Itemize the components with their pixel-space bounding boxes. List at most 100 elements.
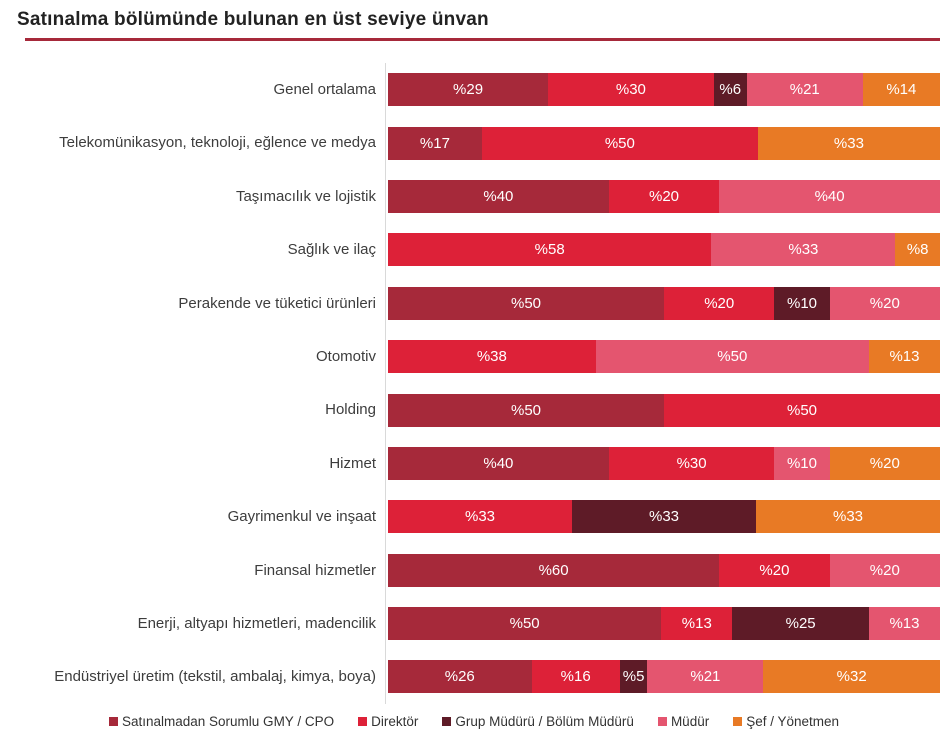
- page-title: Satınalma bölümünde bulunan en üst seviy…: [17, 9, 489, 30]
- segment-value-label: %50: [510, 294, 542, 312]
- bar-segment: %17: [388, 126, 482, 160]
- category-label: Telekomünikasyon, teknoloji, eğlence ve …: [59, 134, 376, 152]
- segment-value-label: %5: [622, 668, 645, 686]
- bar-segment: %25: [732, 607, 869, 641]
- bar-segment: %20: [664, 286, 775, 320]
- stacked-bar: %50 %20 %10 %20: [388, 286, 941, 320]
- legend-swatch-icon: [657, 716, 667, 726]
- segment-value-label: %50: [786, 401, 818, 419]
- stacked-bar: %29 %30 %6 %21 %14: [388, 73, 940, 107]
- chart-row: Genel ortalama %29 %30 %6 %21 %14: [0, 63, 948, 117]
- legend-label: Grup Müdürü / Bölüm Müdürü: [455, 713, 634, 729]
- segment-value-label: %16: [560, 668, 591, 686]
- segment-value-label: %40: [483, 187, 514, 205]
- legend-label: Şef / Yönetmen: [746, 713, 840, 729]
- bar-segment: %20: [829, 446, 940, 480]
- bar-segment: %40: [719, 179, 940, 213]
- segment-value-label: %13: [681, 615, 712, 633]
- bar-segment: %13: [868, 607, 940, 641]
- category-label: Endüstriyel üretim (tekstil, ambalaj, ki…: [54, 668, 376, 686]
- segment-value-label: %50: [509, 615, 540, 633]
- row-plot-area: %38 %50 %13: [385, 329, 940, 384]
- category-label: Otomotiv: [315, 348, 376, 366]
- chart-row: Endüstriyel üretim (tekstil, ambalaj, ki…: [0, 650, 948, 704]
- category-label: Holding: [325, 401, 376, 419]
- stacked-bar: %26 %16 %5 %21 %32: [388, 660, 940, 694]
- bar-segment: %33: [572, 500, 756, 534]
- segment-value-label: %26: [444, 668, 475, 686]
- bar-segment: %13: [661, 607, 733, 641]
- legend-item: Grup Müdürü / Bölüm Müdürü: [442, 714, 634, 729]
- title-underline: [25, 38, 940, 41]
- bar-segment: %33: [711, 233, 896, 267]
- bar-segment: %5: [619, 660, 648, 694]
- segment-value-label: %13: [889, 348, 920, 366]
- bar-segment: %14: [862, 73, 940, 107]
- row-plot-area: %29 %30 %6 %21 %14: [385, 63, 940, 117]
- category-label: Taşımacılık ve lojistik: [235, 187, 376, 205]
- legend-item: Satınalmadan Sorumlu GMY / CPO: [108, 713, 335, 729]
- segment-value-label: %6: [719, 81, 742, 99]
- category-label: Genel ortalama: [273, 81, 376, 99]
- segment-value-label: %29: [453, 81, 484, 99]
- row-plot-area: %33 %33 %33: [385, 490, 940, 544]
- row-plot-area: %26 %16 %5 %21 %32: [385, 650, 940, 704]
- chart-row: Gayrimenkul ve inşaat %33 %33 %33: [0, 490, 948, 544]
- segment-value-label: %33: [832, 508, 864, 526]
- bar-segment: %32: [763, 660, 940, 694]
- row-plot-area: %58 %33 %8: [385, 223, 940, 277]
- category-label: Hizmet: [329, 454, 376, 472]
- segment-value-label: %60: [538, 561, 569, 579]
- category-label: Enerji, altyapı hizmetleri, madencilik: [137, 614, 376, 632]
- category-label: Perakende ve tüketici ürünleri: [178, 294, 376, 312]
- chart-row: Taşımacılık ve lojistik %40 %20 %40: [0, 169, 948, 224]
- segment-value-label: %20: [869, 561, 900, 579]
- bar-segment: %26: [388, 660, 532, 694]
- bar-segment: %33: [388, 500, 572, 534]
- segment-value-label: %30: [676, 454, 707, 472]
- segment-value-label: %10: [786, 454, 817, 472]
- bar-segment: %30: [608, 446, 775, 480]
- bar-segment: %10: [774, 286, 830, 320]
- segment-value-label: %40: [483, 454, 514, 472]
- bar-segment: %50: [388, 607, 662, 641]
- segment-value-label: %13: [889, 615, 920, 633]
- chart-row: Hizmet %40 %30 %10 %20: [0, 436, 948, 491]
- legend-label: Satınalmadan Sorumlu GMY / CPO: [121, 713, 335, 729]
- legend-swatch-icon: [108, 716, 118, 726]
- legend-item: Direktör: [358, 714, 418, 729]
- legend-item: Şef / Yönetmen: [733, 714, 839, 729]
- row-plot-area: %60 %20 %20: [385, 543, 941, 597]
- segment-value-label: %21: [789, 81, 820, 99]
- legend-label: Müdür: [670, 713, 710, 729]
- bar-segment: %30: [548, 73, 714, 107]
- segment-value-label: %25: [785, 615, 816, 633]
- segment-value-label: %50: [510, 401, 542, 419]
- bar-segment: %50: [664, 393, 940, 427]
- chart-row: Finansal hizmetler %60 %20 %20: [0, 543, 948, 597]
- segment-value-label: %32: [836, 668, 867, 686]
- stacked-bar: %50 %13 %25 %13: [388, 607, 940, 641]
- category-label: Finansal hizmetler: [254, 561, 376, 579]
- chart-row: Holding %50 %50: [0, 383, 948, 437]
- bar-segment: %58: [388, 233, 712, 267]
- chart-rows: Genel ortalama %29 %30 %6 %21 %14 Telekomünika…: [0, 63, 948, 704]
- stacked-bar: %33 %33 %33: [388, 500, 940, 534]
- bar-segment: %50: [388, 286, 664, 320]
- segment-value-label: %38: [476, 348, 507, 366]
- chart-row: Otomotiv %38 %50 %13: [0, 329, 948, 384]
- segment-value-label: %20: [869, 294, 900, 312]
- bar-segment: %20: [829, 286, 941, 320]
- segment-value-label: %17: [419, 134, 450, 152]
- legend-swatch-icon: [358, 716, 368, 726]
- bar-segment: %16: [531, 660, 620, 694]
- segment-value-label: %20: [759, 561, 790, 579]
- chart-row: Enerji, altyapı hizmetleri, madencilik %5…: [0, 596, 948, 651]
- stacked-bar: %38 %50 %13: [388, 340, 940, 374]
- stacked-bar: %50 %50: [388, 393, 940, 427]
- row-plot-area: %50 %20 %10 %20: [385, 276, 941, 330]
- segment-value-label: %33: [464, 508, 496, 526]
- bar-segment: %50: [388, 393, 664, 427]
- category-label: Gayrimenkul ve inşaat: [227, 508, 376, 526]
- segment-value-label: %33: [833, 134, 864, 152]
